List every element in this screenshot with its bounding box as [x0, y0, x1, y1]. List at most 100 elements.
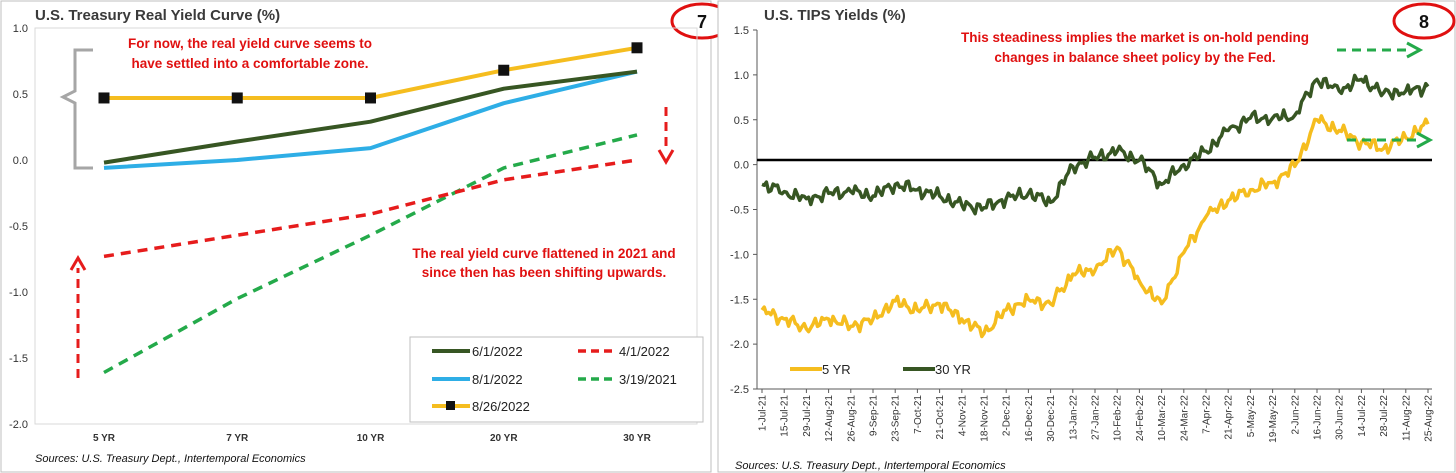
right-x-tick-label: 2-Jun-22 [1290, 395, 1301, 435]
right-x-tick-label: 23-Sep-21 [891, 395, 902, 442]
right-x-tick-label: 24-Mar-22 [1179, 395, 1190, 442]
legend-label-3-19-2021: 3/19/2021 [619, 372, 677, 387]
legend-label-5-yr: 5 YR [822, 362, 851, 377]
series-marker-8-26-2022 [98, 92, 110, 104]
right-y-tick-label: 0.0 [734, 160, 749, 172]
right-x-tick-label: 16-Jun-22 [1313, 395, 1324, 440]
left-annotation-top-line1: For now, the real yield curve seems to [128, 36, 372, 51]
left-source-note: Sources: U.S. Treasury Dept., Intertempo… [35, 453, 306, 465]
right-x-tick-label: 28-Jul-22 [1379, 395, 1390, 437]
right-green-arrow-top [1337, 41, 1424, 59]
right-chart-title: U.S. TIPS Yields (%) [764, 7, 906, 24]
right-x-tick-label: 7-Apr-22 [1202, 395, 1213, 434]
left-x-tick-label: 10 YR [357, 433, 385, 444]
left-y-tick-label: 0.5 [13, 89, 28, 101]
legend-label-30-yr: 30 YR [935, 362, 971, 377]
left-x-tick-label: 20 YR [490, 433, 518, 444]
left-x-tick-label: 7 YR [226, 433, 249, 444]
right-x-axis: 1-Jul-21 15-Jul-21 29-Jul-21 12-Aug-21 26-Au… [758, 389, 1435, 443]
legend-label-8-26-2022: 8/26/2022 [472, 399, 530, 414]
series-marker-8-26-2022 [631, 42, 643, 54]
left-y-tick-label: -1.0 [9, 287, 28, 299]
right-x-tick-label: 7-Oct-21 [913, 395, 924, 434]
left-chart-badge: 7 [697, 12, 707, 32]
right-x-tick-label: 25-Aug-22 [1424, 395, 1435, 442]
right-legend: 5 YR 30 YR [790, 362, 971, 377]
series-line-4-1-2022 [103, 158, 638, 259]
left-plot-area [34, 27, 698, 425]
left-legend: 6/1/2022 4/1/2022 8/1/2022 3/19/2021 8/2… [409, 336, 704, 423]
left-x-axis: 5 YR 7 YR 10 YR 20 YR 30 YR [93, 433, 652, 444]
series-marker-8-26-2022 [231, 92, 243, 104]
left-y-tick-label: 1.0 [13, 23, 28, 35]
left-y-axis: 1.0 0.5 0.0 -0.5 -1.0 -1.5 -2.0 [9, 23, 28, 431]
right-annotation-line2: changes in balance sheet policy by the F… [994, 50, 1275, 65]
right-chart-frame [717, 0, 1456, 473]
right-x-tick-label: 10-Feb-22 [1113, 395, 1124, 442]
right-x-tick-label: 21-Apr-22 [1224, 395, 1235, 440]
right-x-tick-label: 12-Aug-21 [824, 395, 835, 442]
left-annotation-top-line2: have settled into a comfortable zone. [131, 56, 368, 71]
legend-label-8-1-2022: 8/1/2022 [472, 372, 523, 387]
right-y-tick-label: -1.5 [730, 294, 749, 306]
left-y-tick-label: 0.0 [13, 155, 28, 167]
right-series-layer [760, 73, 1430, 339]
right-x-tick-label: 5-May-22 [1246, 395, 1257, 438]
right-green-arrow-bottom [1347, 131, 1434, 149]
right-x-tick-label: 9-Sep-21 [869, 395, 880, 437]
right-x-tick-label: 10-Mar-22 [1157, 395, 1168, 442]
left-x-tick-label: 30 YR [623, 433, 651, 444]
right-y-tick-label: -2.0 [730, 339, 749, 351]
right-x-tick-label: 13-Jan-22 [1068, 395, 1079, 440]
right-x-tick-label: 1-Jul-21 [758, 395, 769, 432]
series-marker-8-26-2022 [498, 64, 510, 76]
right-x-tick-label: 30-Jun-22 [1335, 395, 1346, 440]
right-chart-badge: 8 [1419, 12, 1429, 32]
right-x-tick-label: 4-Nov-21 [957, 395, 968, 437]
legend-marker-8-26-2022 [446, 401, 455, 410]
left-red-arrow-up [69, 255, 87, 378]
right-chart-badge-circle [1392, 2, 1456, 40]
right-y-tick-label: -1.0 [730, 249, 749, 261]
left-chart-title: U.S. Treasury Real Yield Curve (%) [35, 7, 280, 24]
right-y-tick-label: 1.0 [734, 70, 749, 82]
right-y-axis: 1.5 1.0 0.5 0.0 -0.5 -1.0 -1.5 -2.0 -2.5 [730, 25, 757, 396]
right-y-tick-label: -2.5 [730, 384, 749, 396]
left-chart-panel: U.S. Treasury Real Yield Curve (%) 7 1.0… [0, 0, 734, 473]
right-x-tick-label: 2-Dec-21 [1002, 395, 1013, 437]
legend-label-6-1-2022: 6/1/2022 [472, 344, 523, 359]
series-marker-8-26-2022 [365, 92, 376, 104]
left-y-tick-label: -0.5 [9, 221, 28, 233]
right-y-tick-label: 1.5 [734, 25, 749, 37]
right-source-note: Sources: U.S. Treasury Dept., Intertempo… [735, 460, 1006, 472]
right-x-tick-label: 27-Jan-22 [1091, 395, 1102, 440]
left-series-layer [98, 42, 643, 375]
left-annotation-mid-line1: The real yield curve flattened in 2021 a… [412, 246, 675, 261]
right-chart-panel: U.S. TIPS Yields (%) 8 1.5 1.0 0.5 0.0 -0.5 -… [717, 0, 1456, 473]
right-y-tick-label: -0.5 [730, 205, 749, 217]
series-line-5-yr [760, 114, 1430, 339]
right-x-tick-label: 19-May-22 [1268, 395, 1279, 443]
right-x-tick-label: 26-Aug-21 [846, 395, 857, 442]
legend-label-4-1-2022: 4/1/2022 [619, 344, 670, 359]
left-y-tick-label: -2.0 [9, 419, 28, 431]
right-annotation-line1: This steadiness implies the market is on… [961, 30, 1309, 45]
right-x-tick-label: 18-Nov-21 [980, 395, 991, 442]
right-x-tick-label: 15-Jul-21 [780, 395, 791, 437]
right-x-tick-label: 24-Feb-22 [1135, 395, 1146, 442]
right-x-tick-label: 14-Jul-22 [1357, 395, 1368, 437]
right-x-tick-label: 21-Oct-21 [935, 395, 946, 440]
right-x-tick-label: 30-Dec-21 [1046, 395, 1057, 442]
left-y-tick-label: -1.5 [9, 353, 28, 365]
left-bracket-shape [59, 48, 93, 170]
series-line-6-1-2022 [103, 69, 638, 165]
right-y-tick-label: 0.5 [734, 115, 749, 127]
left-x-tick-label: 5 YR [93, 433, 116, 444]
right-x-tick-label: 16-Dec-21 [1024, 395, 1035, 442]
series-line-3-19-2021 [103, 133, 638, 375]
right-x-tick-label: 29-Jul-21 [802, 395, 813, 437]
right-x-tick-label: 11-Aug-22 [1401, 395, 1412, 441]
series-line-30-yr [761, 73, 1430, 216]
series-line-8-1-2022 [103, 69, 638, 170]
